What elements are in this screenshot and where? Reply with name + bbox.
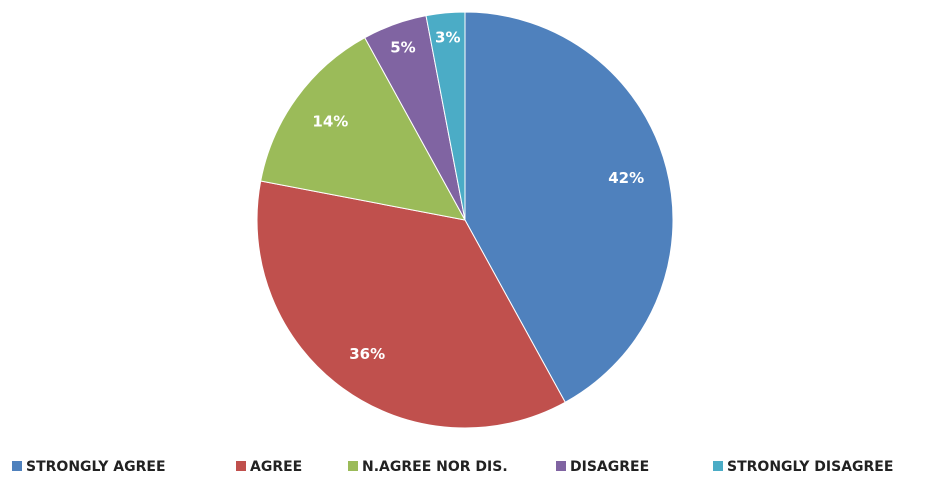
data-label: 3% xyxy=(435,28,460,46)
pie-slice xyxy=(425,11,466,221)
data-label: 5% xyxy=(390,38,415,56)
data-label: 14% xyxy=(312,113,348,131)
legend-label: N.AGREE NOR DIS. xyxy=(362,459,508,475)
legend-label: AGREE xyxy=(250,459,302,475)
pie-slice xyxy=(260,37,466,221)
legend-label: STRONGLY DISAGREE xyxy=(727,459,893,475)
pie-slice xyxy=(464,11,674,403)
data-label: 36% xyxy=(349,345,385,363)
legend-swatch xyxy=(12,461,22,471)
data-label: 42% xyxy=(608,169,644,187)
legend-swatch xyxy=(236,461,246,471)
pie-slice xyxy=(256,180,566,429)
legend-label: STRONGLY AGREE xyxy=(26,459,166,475)
legend-swatch xyxy=(348,461,358,471)
legend-label: DISAGREE xyxy=(570,459,649,475)
legend-swatch xyxy=(713,461,723,471)
legend-swatch xyxy=(556,461,566,471)
